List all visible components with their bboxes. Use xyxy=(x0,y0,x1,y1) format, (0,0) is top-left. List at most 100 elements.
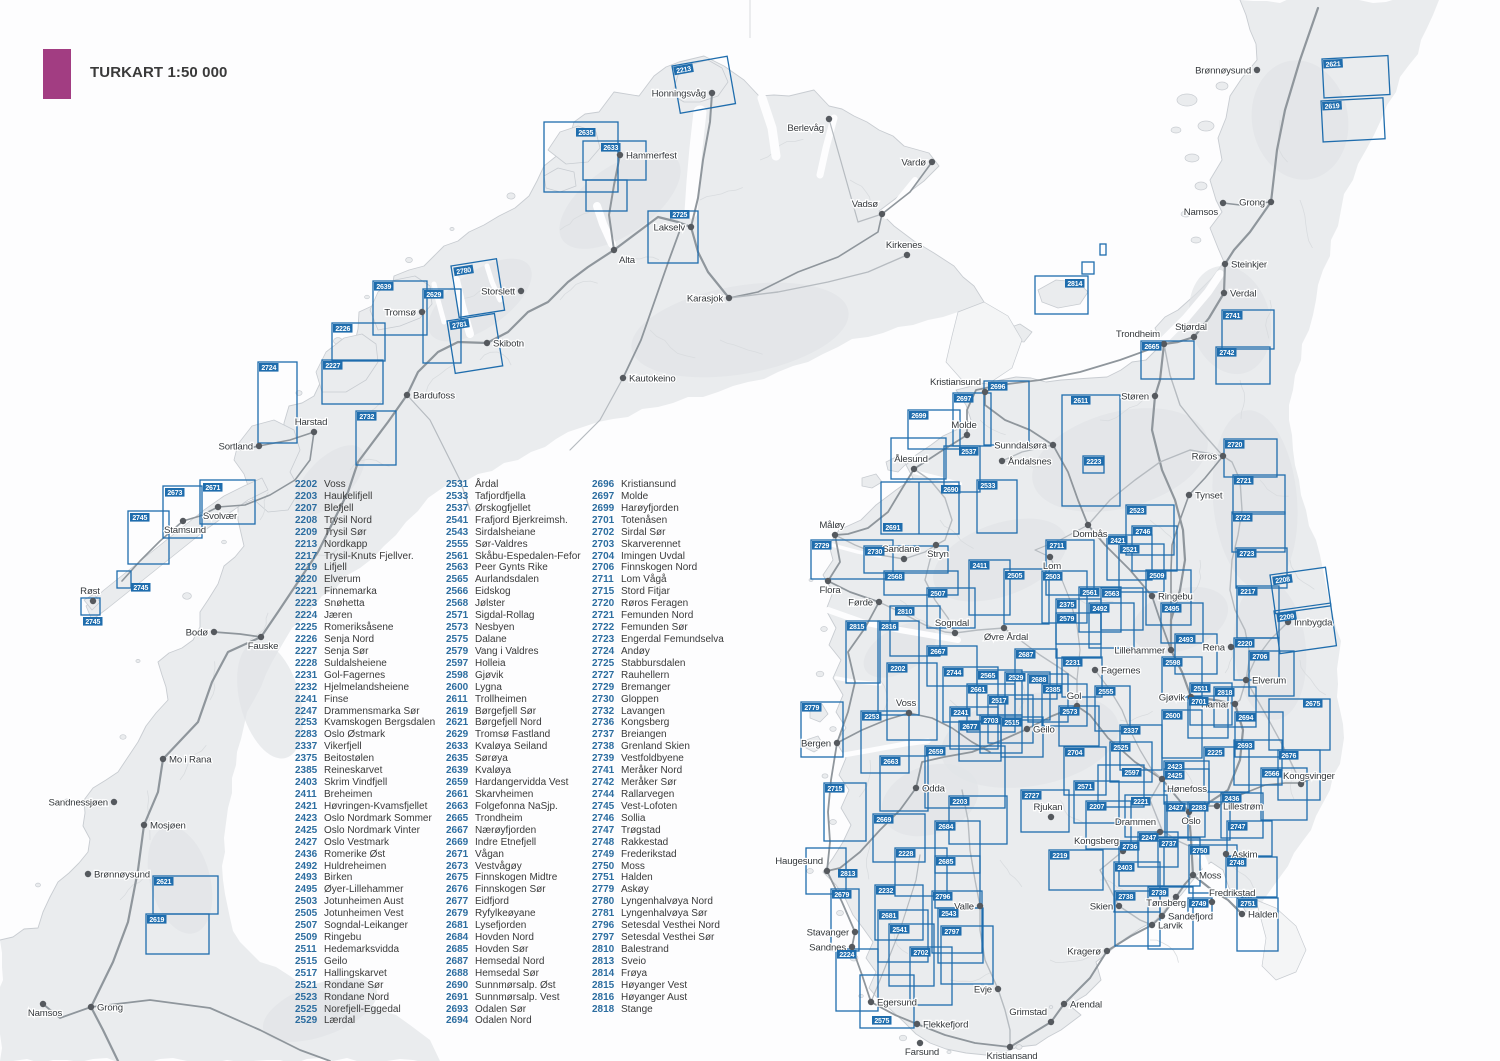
svg-text:Dombås: Dombås xyxy=(1073,529,1108,540)
svg-text:Namsos: Namsos xyxy=(28,1008,63,1019)
svg-text:Lillehammer: Lillehammer xyxy=(1114,646,1166,657)
svg-text:2732: 2732 xyxy=(359,414,374,421)
svg-text:Kristiansand: Kristiansand xyxy=(987,1051,1038,1061)
svg-text:Stjørdal: Stjørdal xyxy=(1175,322,1207,333)
svg-text:2697: 2697 xyxy=(956,396,971,403)
svg-text:Voss: Voss xyxy=(896,698,917,709)
svg-text:Sunndalsøra: Sunndalsøra xyxy=(994,441,1048,452)
svg-text:2223: 2223 xyxy=(1086,459,1101,466)
svg-text:Alta: Alta xyxy=(619,255,636,266)
svg-text:2679: 2679 xyxy=(834,892,849,899)
svg-text:2722: 2722 xyxy=(1235,515,1250,522)
svg-text:Lakselv: Lakselv xyxy=(654,223,686,234)
svg-text:2797: 2797 xyxy=(944,929,959,936)
svg-text:2421: 2421 xyxy=(1110,538,1125,545)
svg-text:Sortland: Sortland xyxy=(218,442,253,453)
svg-text:Hønefoss: Hønefoss xyxy=(1167,784,1207,795)
svg-text:Tromsø: Tromsø xyxy=(384,308,416,319)
svg-text:Brønnøysund: Brønnøysund xyxy=(1195,66,1251,77)
svg-text:2226: 2226 xyxy=(335,326,350,333)
svg-text:Hammerfest: Hammerfest xyxy=(626,151,677,162)
svg-text:Stamsund: Stamsund xyxy=(164,525,206,536)
svg-text:2750: 2750 xyxy=(1192,848,1207,855)
svg-text:2492: 2492 xyxy=(1092,606,1107,613)
svg-text:2220: 2220 xyxy=(1237,641,1252,648)
svg-text:Fauske: Fauske xyxy=(248,641,279,652)
svg-text:2704: 2704 xyxy=(1067,750,1082,757)
svg-text:2702: 2702 xyxy=(913,950,928,957)
svg-text:2566: 2566 xyxy=(1264,771,1279,778)
svg-text:2701: 2701 xyxy=(1191,699,1206,706)
svg-text:2507: 2507 xyxy=(930,591,945,598)
svg-text:2225: 2225 xyxy=(1207,750,1222,757)
svg-text:Namsos: Namsos xyxy=(1184,207,1219,218)
svg-text:2543: 2543 xyxy=(941,911,956,918)
svg-text:2706: 2706 xyxy=(1252,654,1267,661)
svg-text:2703: 2703 xyxy=(983,718,998,725)
svg-text:Larvik: Larvik xyxy=(1158,921,1183,932)
svg-text:Gol: Gol xyxy=(1067,691,1081,702)
svg-text:2563: 2563 xyxy=(1104,591,1119,598)
svg-text:Sandefjord: Sandefjord xyxy=(1168,912,1213,923)
svg-text:2598: 2598 xyxy=(1165,660,1180,667)
svg-text:2633: 2633 xyxy=(603,145,618,152)
svg-text:2523: 2523 xyxy=(1129,508,1144,515)
svg-text:Sogndal: Sogndal xyxy=(935,618,969,629)
svg-text:Støren: Støren xyxy=(1121,392,1149,403)
svg-text:Tynset: Tynset xyxy=(1195,491,1223,502)
svg-text:2691: 2691 xyxy=(885,525,900,532)
svg-text:2611: 2611 xyxy=(1074,398,1089,405)
svg-text:2667: 2667 xyxy=(930,649,945,656)
svg-text:2690: 2690 xyxy=(943,487,958,494)
svg-text:2337: 2337 xyxy=(1123,728,1138,735)
svg-text:2676: 2676 xyxy=(1281,753,1296,760)
svg-text:2503: 2503 xyxy=(1045,574,1060,581)
svg-text:2745: 2745 xyxy=(132,515,147,522)
svg-text:2207: 2207 xyxy=(1089,804,1104,811)
svg-text:2425: 2425 xyxy=(1167,773,1182,780)
svg-text:2780: 2780 xyxy=(456,267,472,276)
svg-text:Harstad: Harstad xyxy=(295,417,328,428)
svg-text:2521: 2521 xyxy=(1122,547,1137,554)
svg-text:2720: 2720 xyxy=(1227,442,1242,449)
svg-text:2737: 2737 xyxy=(1161,841,1176,848)
svg-text:2635: 2635 xyxy=(578,130,593,137)
svg-text:2209: 2209 xyxy=(1279,613,1295,622)
svg-text:Flekkefjord: Flekkefjord xyxy=(923,1020,968,1031)
svg-text:2749: 2749 xyxy=(1191,901,1206,908)
svg-text:2671: 2671 xyxy=(205,485,220,492)
svg-text:2571: 2571 xyxy=(1077,784,1092,791)
svg-text:2724: 2724 xyxy=(261,365,276,372)
svg-text:2677: 2677 xyxy=(962,724,977,731)
svg-text:2681: 2681 xyxy=(881,913,896,920)
svg-text:2600: 2600 xyxy=(1165,713,1180,720)
svg-text:Lom: Lom xyxy=(1043,561,1061,572)
svg-text:Stavanger: Stavanger xyxy=(807,928,850,939)
svg-text:2241: 2241 xyxy=(953,710,968,717)
svg-text:2232: 2232 xyxy=(878,888,893,895)
svg-text:2673: 2673 xyxy=(167,490,182,497)
svg-text:2202: 2202 xyxy=(890,666,905,673)
svg-text:2208: 2208 xyxy=(1275,576,1291,585)
svg-text:Gjøvik: Gjøvik xyxy=(1159,693,1186,704)
svg-text:2283: 2283 xyxy=(1191,805,1206,812)
svg-text:2746: 2746 xyxy=(1135,529,1150,536)
svg-text:2694: 2694 xyxy=(1238,715,1253,722)
svg-text:2741: 2741 xyxy=(1225,313,1240,320)
svg-text:2744: 2744 xyxy=(946,670,961,677)
svg-text:2436: 2436 xyxy=(1224,796,1239,803)
svg-text:Mo i Rana: Mo i Rana xyxy=(169,755,212,766)
svg-text:Moss: Moss xyxy=(1199,871,1222,882)
svg-text:Skien: Skien xyxy=(1090,902,1113,913)
svg-text:2693: 2693 xyxy=(1237,743,1252,750)
svg-text:Kristiansund: Kristiansund xyxy=(930,377,981,388)
svg-text:2688: 2688 xyxy=(1031,677,1046,684)
svg-text:Flora: Flora xyxy=(819,585,841,596)
svg-text:2621: 2621 xyxy=(156,879,171,886)
svg-text:Vadsø: Vadsø xyxy=(852,199,879,210)
svg-text:Kongsvinger: Kongsvinger xyxy=(1283,771,1336,782)
svg-text:2796: 2796 xyxy=(935,894,950,901)
svg-text:Vardø: Vardø xyxy=(901,158,926,169)
svg-text:Ålesund: Ålesund xyxy=(894,454,928,465)
svg-text:2779: 2779 xyxy=(804,705,819,712)
